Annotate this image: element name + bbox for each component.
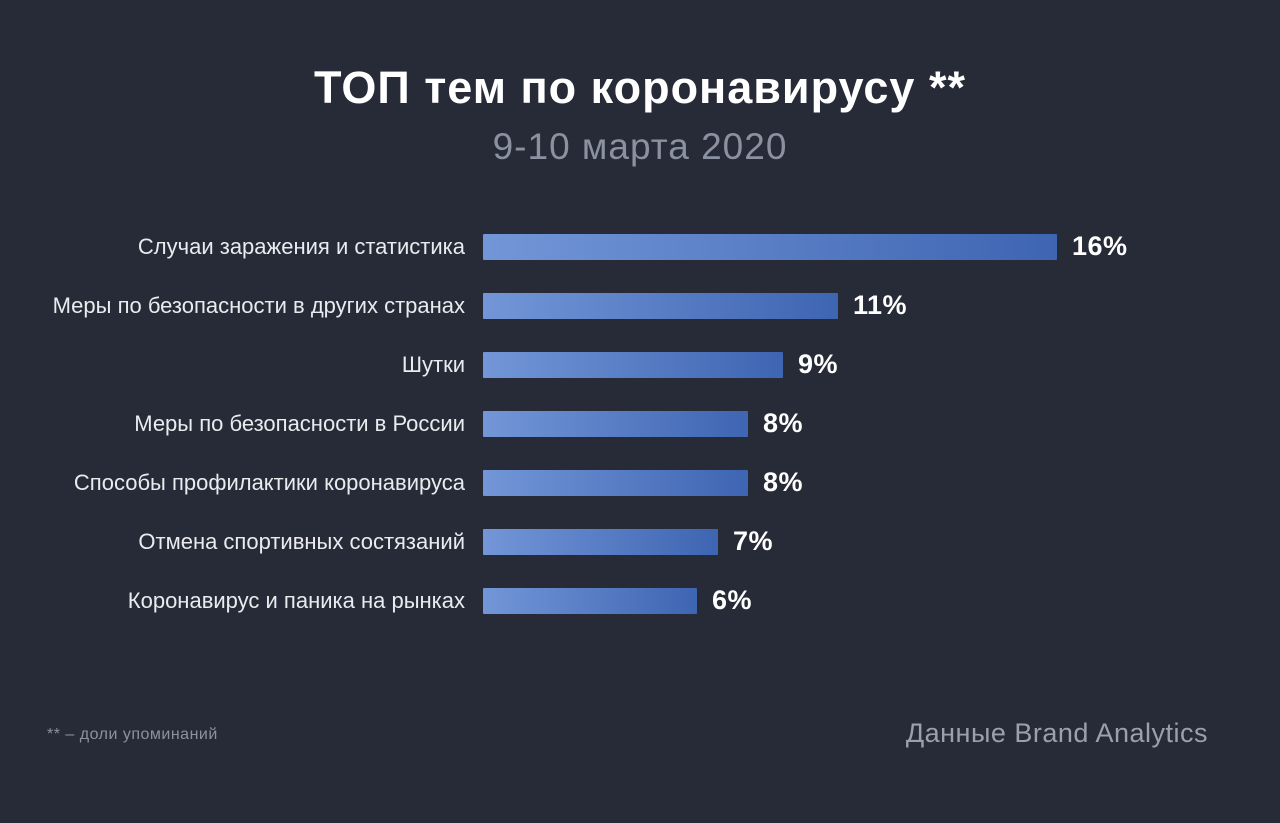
value-label: 8% bbox=[763, 467, 804, 498]
category-label: Коронавирус и паника на рынках bbox=[127, 587, 465, 613]
category-label: Меры по безопасности в России bbox=[134, 410, 465, 436]
bar-row: Меры по безопасности в других странах 11… bbox=[0, 290, 1280, 321]
bar bbox=[483, 292, 838, 319]
bar-row: Шутки 9% bbox=[0, 349, 1280, 380]
bar bbox=[483, 410, 748, 437]
value-label: 6% bbox=[712, 585, 753, 616]
bar bbox=[483, 233, 1057, 260]
chart-title: ТОП тем по коронавирусу ** bbox=[314, 62, 966, 113]
category-label: Случаи заражения и статистика bbox=[137, 233, 465, 259]
bar-row: Меры по безопасности в России 8% bbox=[0, 408, 1280, 439]
value-label: 16% bbox=[1072, 231, 1128, 262]
bar bbox=[483, 587, 697, 614]
bar-row: Отмена спортивных состязаний 7% bbox=[0, 526, 1280, 557]
footnote: ** – доли упоминаний bbox=[47, 726, 218, 743]
category-label: Меры по безопасности в других странах bbox=[52, 292, 465, 318]
bar bbox=[483, 351, 783, 378]
bar-row: Способы профилактики коронавируса 8% bbox=[0, 467, 1280, 498]
bar-row: Коронавирус и паника на рынках 6% bbox=[0, 585, 1280, 616]
bar-row: Случаи заражения и статистика 16% bbox=[0, 231, 1280, 262]
value-label: 7% bbox=[733, 526, 774, 557]
value-label: 8% bbox=[763, 408, 804, 439]
category-label: Шутки bbox=[401, 351, 465, 377]
bar-chart: Случаи заражения и статистика 16% Меры п… bbox=[0, 231, 1280, 616]
chart-subtitle: 9-10 марта 2020 bbox=[492, 125, 788, 167]
category-label: Способы профилактики коронавируса bbox=[73, 469, 465, 495]
category-label: Отмена спортивных состязаний bbox=[138, 528, 465, 554]
bar bbox=[483, 469, 748, 496]
bar bbox=[483, 528, 718, 555]
value-label: 11% bbox=[853, 290, 908, 321]
header: ТОП тем по коронавирусу ** 9-10 марта 20… bbox=[0, 62, 1280, 168]
value-label: 9% bbox=[798, 349, 839, 380]
source-credit: Данные Brand Analytics bbox=[905, 718, 1208, 748]
